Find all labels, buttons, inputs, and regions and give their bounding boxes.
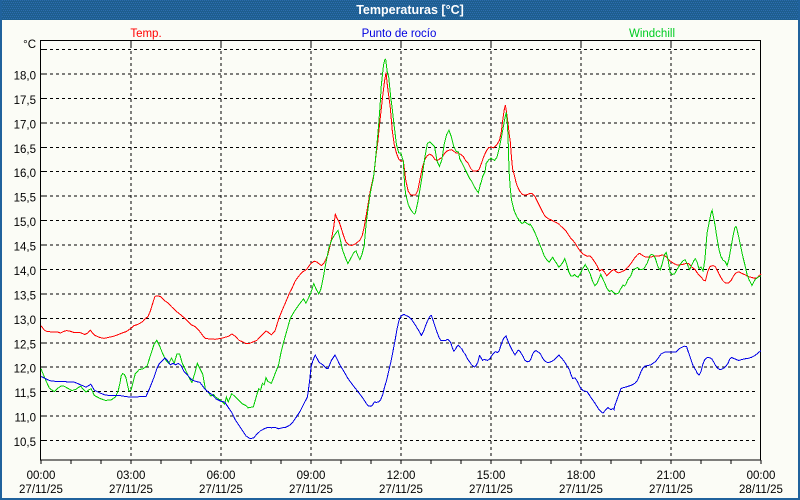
svg-text:15,0: 15,0 (14, 217, 36, 229)
svg-text:09:00: 09:00 (297, 470, 326, 482)
svg-text:28/11/25: 28/11/25 (739, 484, 783, 496)
svg-text:21:00: 21:00 (657, 470, 686, 482)
svg-text:°C: °C (23, 39, 36, 51)
svg-text:10,5: 10,5 (14, 437, 36, 449)
svg-text:27/11/25: 27/11/25 (19, 484, 63, 496)
svg-text:11,5: 11,5 (14, 388, 36, 400)
svg-text:27/11/25: 27/11/25 (109, 484, 153, 496)
svg-text:Punto de rocío: Punto de rocío (362, 28, 437, 40)
svg-text:15:00: 15:00 (477, 470, 506, 482)
svg-text:13,0: 13,0 (14, 315, 36, 327)
svg-text:00:00: 00:00 (747, 470, 776, 482)
svg-text:27/11/25: 27/11/25 (199, 484, 243, 496)
svg-text:13,5: 13,5 (14, 290, 36, 302)
svg-text:12:00: 12:00 (387, 470, 416, 482)
svg-text:27/11/25: 27/11/25 (649, 484, 693, 496)
svg-text:06:00: 06:00 (207, 470, 236, 482)
svg-text:17,0: 17,0 (14, 119, 36, 131)
svg-text:Temp.: Temp. (130, 28, 161, 40)
svg-text:11,0: 11,0 (14, 413, 36, 425)
svg-text:18:00: 18:00 (567, 470, 596, 482)
svg-text:27/11/25: 27/11/25 (559, 484, 603, 496)
svg-text:18,0: 18,0 (14, 71, 36, 83)
svg-text:15,5: 15,5 (14, 193, 36, 205)
svg-text:27/11/25: 27/11/25 (379, 484, 423, 496)
svg-text:00:00: 00:00 (27, 470, 56, 482)
svg-text:Windchill: Windchill (629, 28, 675, 40)
svg-text:17,5: 17,5 (14, 95, 36, 107)
svg-text:14,5: 14,5 (14, 242, 36, 254)
svg-text:27/11/25: 27/11/25 (289, 484, 333, 496)
svg-text:Temperaturas [°C]: Temperaturas [°C] (356, 3, 464, 17)
svg-text:14,0: 14,0 (14, 266, 36, 278)
svg-text:12,5: 12,5 (14, 339, 36, 351)
svg-text:16,0: 16,0 (14, 168, 36, 180)
svg-text:27/11/25: 27/11/25 (469, 484, 513, 496)
svg-text:16,5: 16,5 (14, 144, 36, 156)
svg-text:03:00: 03:00 (117, 470, 146, 482)
svg-text:12,0: 12,0 (14, 364, 36, 376)
